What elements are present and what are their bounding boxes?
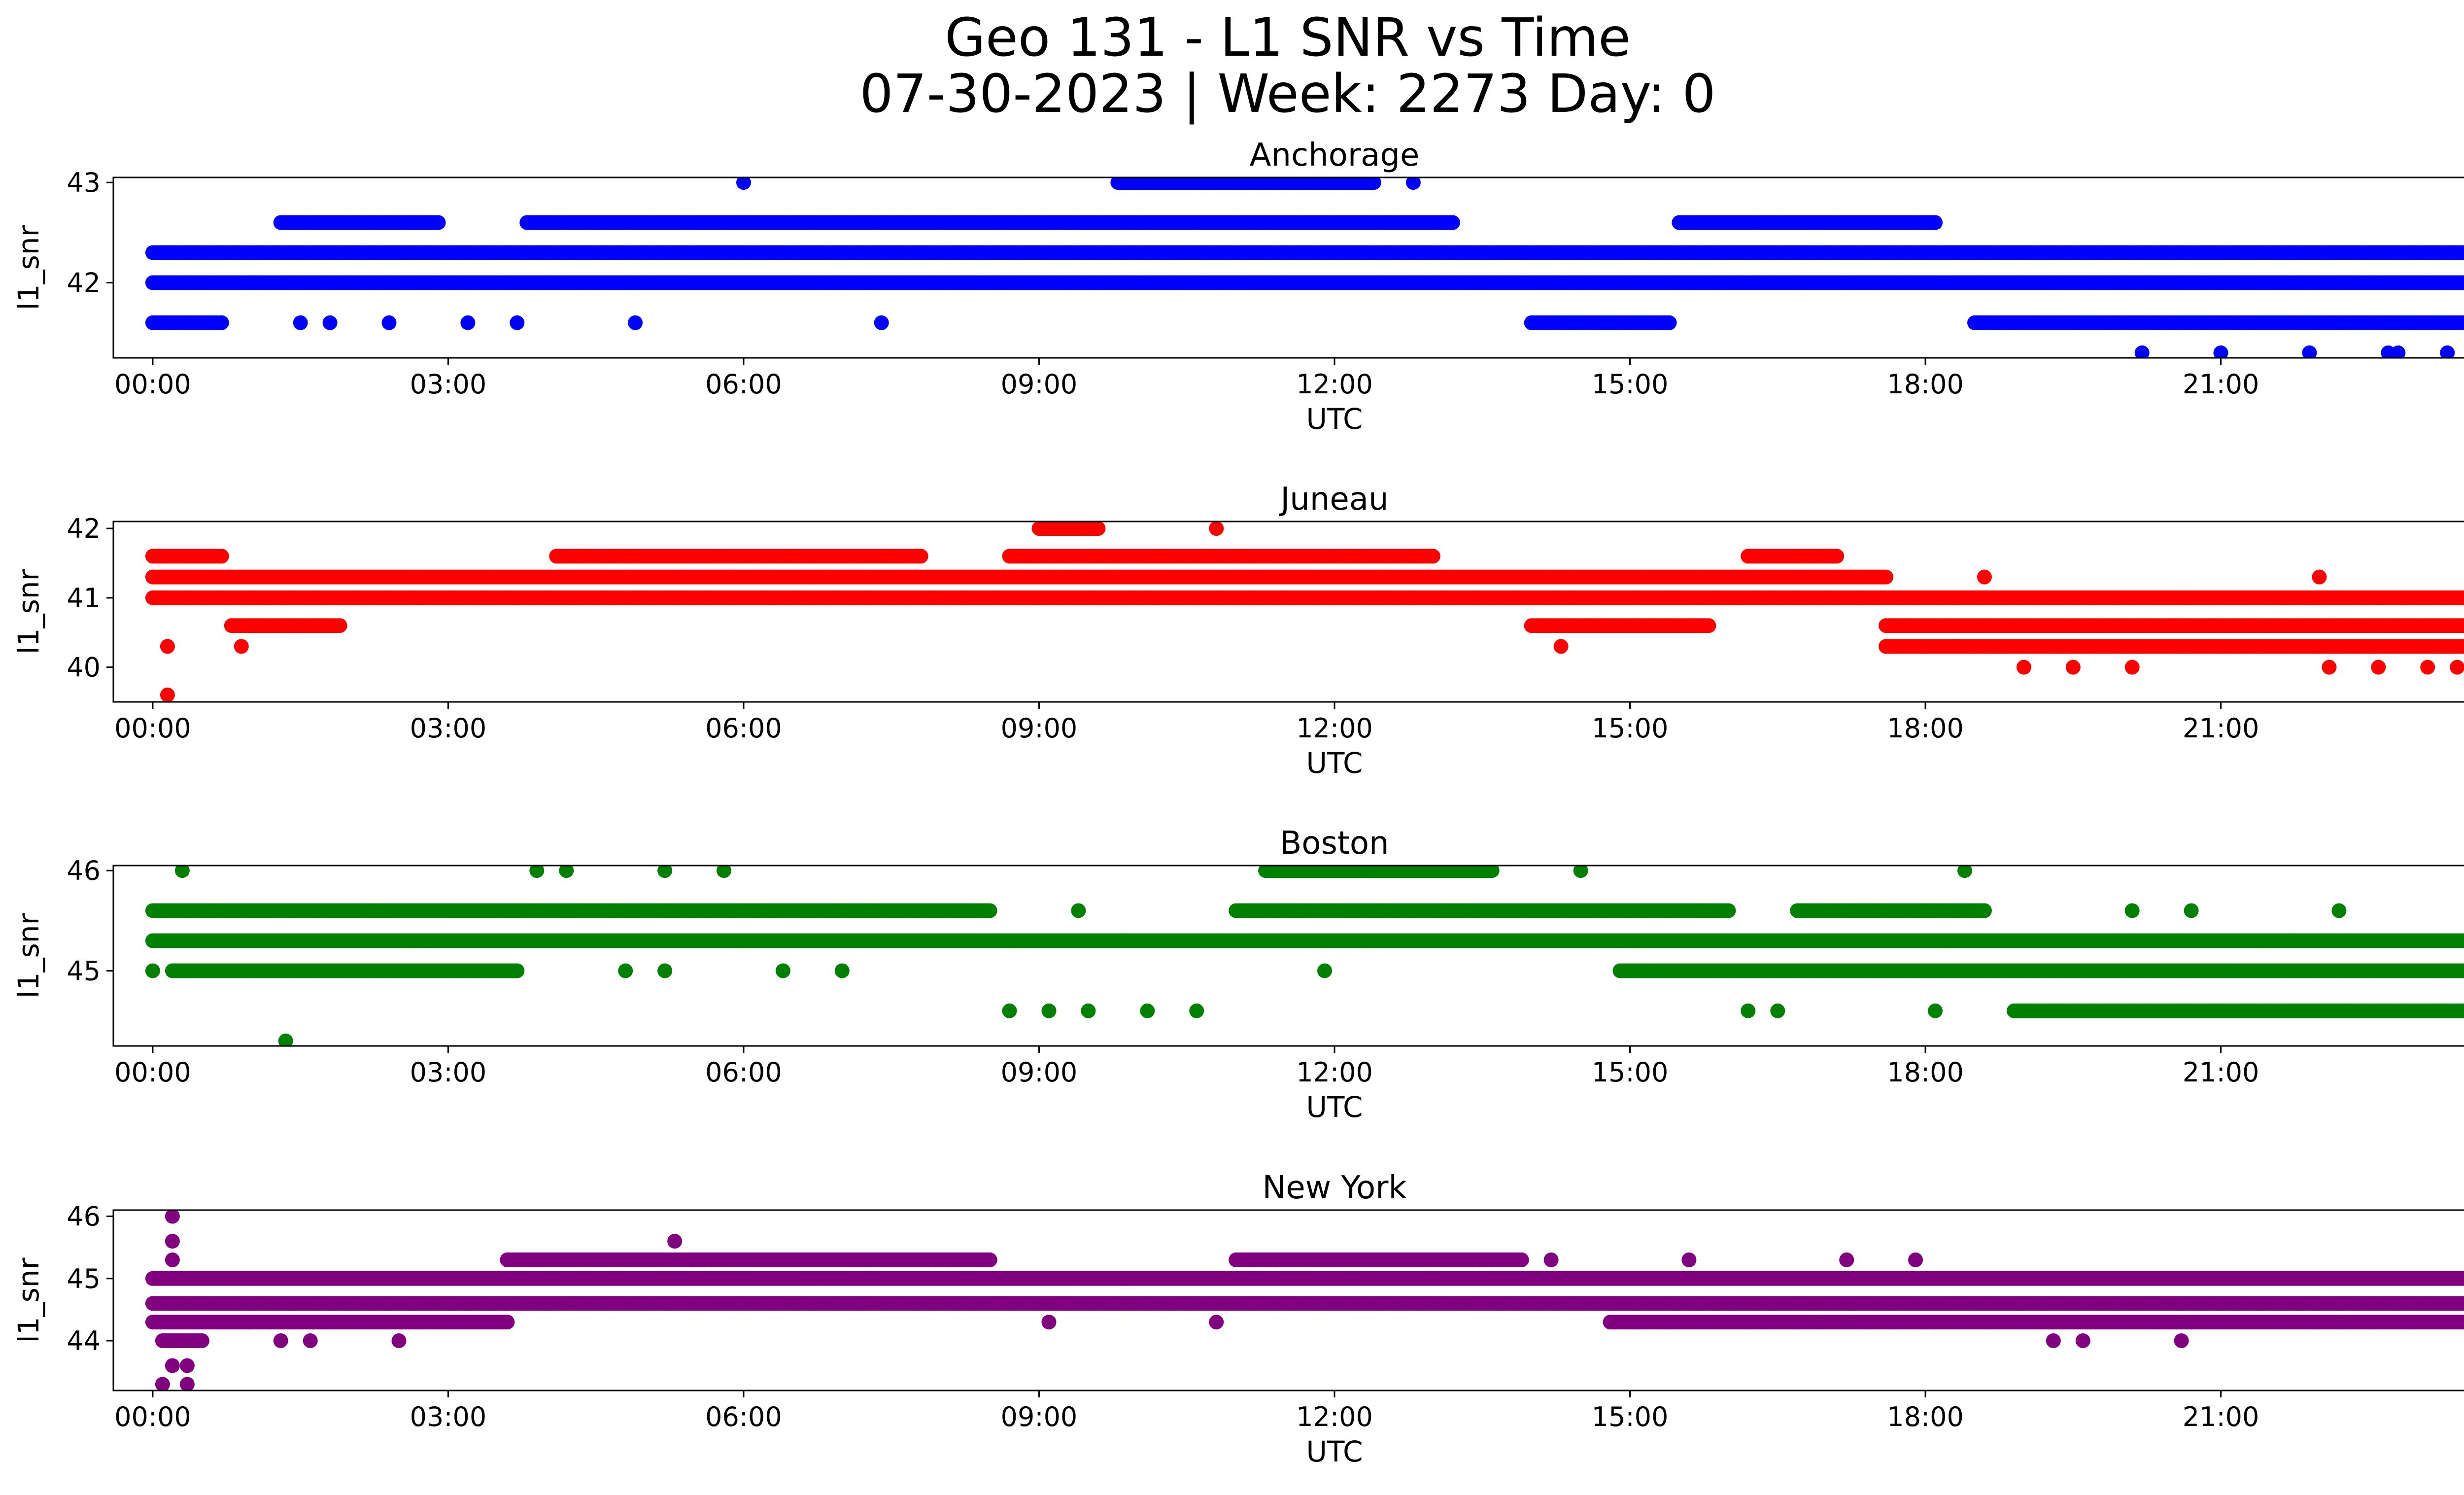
data-point [1662,315,1677,330]
x-tick-label: 00:00 [114,369,191,400]
data-point [628,315,643,330]
data-point [2213,345,2228,358]
data-point [2462,247,2464,258]
subplot-title: Juneau [1278,481,1388,518]
y-axis-label: l1_snr [12,225,45,310]
data-point [2134,345,2150,358]
data-point [214,549,229,564]
y-tick-label: 43 [67,167,101,198]
data-point [293,315,308,330]
data-point [2462,592,2464,603]
data-point [874,315,889,330]
data-point [2302,345,2317,358]
x-axis-label: UTC [1306,402,1363,436]
scatter-points [145,522,2464,702]
data-point [214,315,229,330]
x-tick-label: 18:00 [1887,369,1964,400]
data-point [2462,317,2464,328]
x-tick-label: 06:00 [705,369,782,400]
x-tick-label: 03:00 [410,369,487,400]
data-point [381,315,397,330]
x-tick-label: 15:00 [1592,369,1669,400]
data-point [510,315,525,330]
y-tick-label: 42 [67,268,101,299]
data-point [736,177,751,190]
data-point [913,549,928,564]
subplot-panels: Anchorage 00:00 03:00 06:00 09:00 12:00 15:00 1… [12,137,2464,1468]
data-point [1445,215,1460,230]
data-point [322,315,338,330]
subplot-anchorage: Anchorage 00:00 03:00 06:00 09:00 12:00 15:00 1… [12,137,2464,436]
data-point [1928,215,1943,230]
data-point [1366,177,1381,190]
x-tick-label: 12:00 [1296,369,1373,400]
figure-title-line2: 07-30-2023 | Week: 2273 Day: 0 [859,64,1715,125]
data-point [460,315,476,330]
data-point [1879,569,1894,585]
subplot-title: Anchorage [1250,137,1420,174]
data-point [2462,278,2464,288]
data-point [1829,549,1845,564]
data-point [1425,549,1440,564]
figure-title-line1: Geo 131 - L1 SNR vs Time [945,7,1631,69]
data-point [431,215,446,230]
x-tick-label: 21:00 [2183,369,2259,400]
data-point [1405,177,1421,190]
data-point [2391,345,2406,358]
scatter-points [145,177,2464,358]
x-tick-label: 09:00 [1001,369,1078,400]
data-point [2440,345,2455,358]
